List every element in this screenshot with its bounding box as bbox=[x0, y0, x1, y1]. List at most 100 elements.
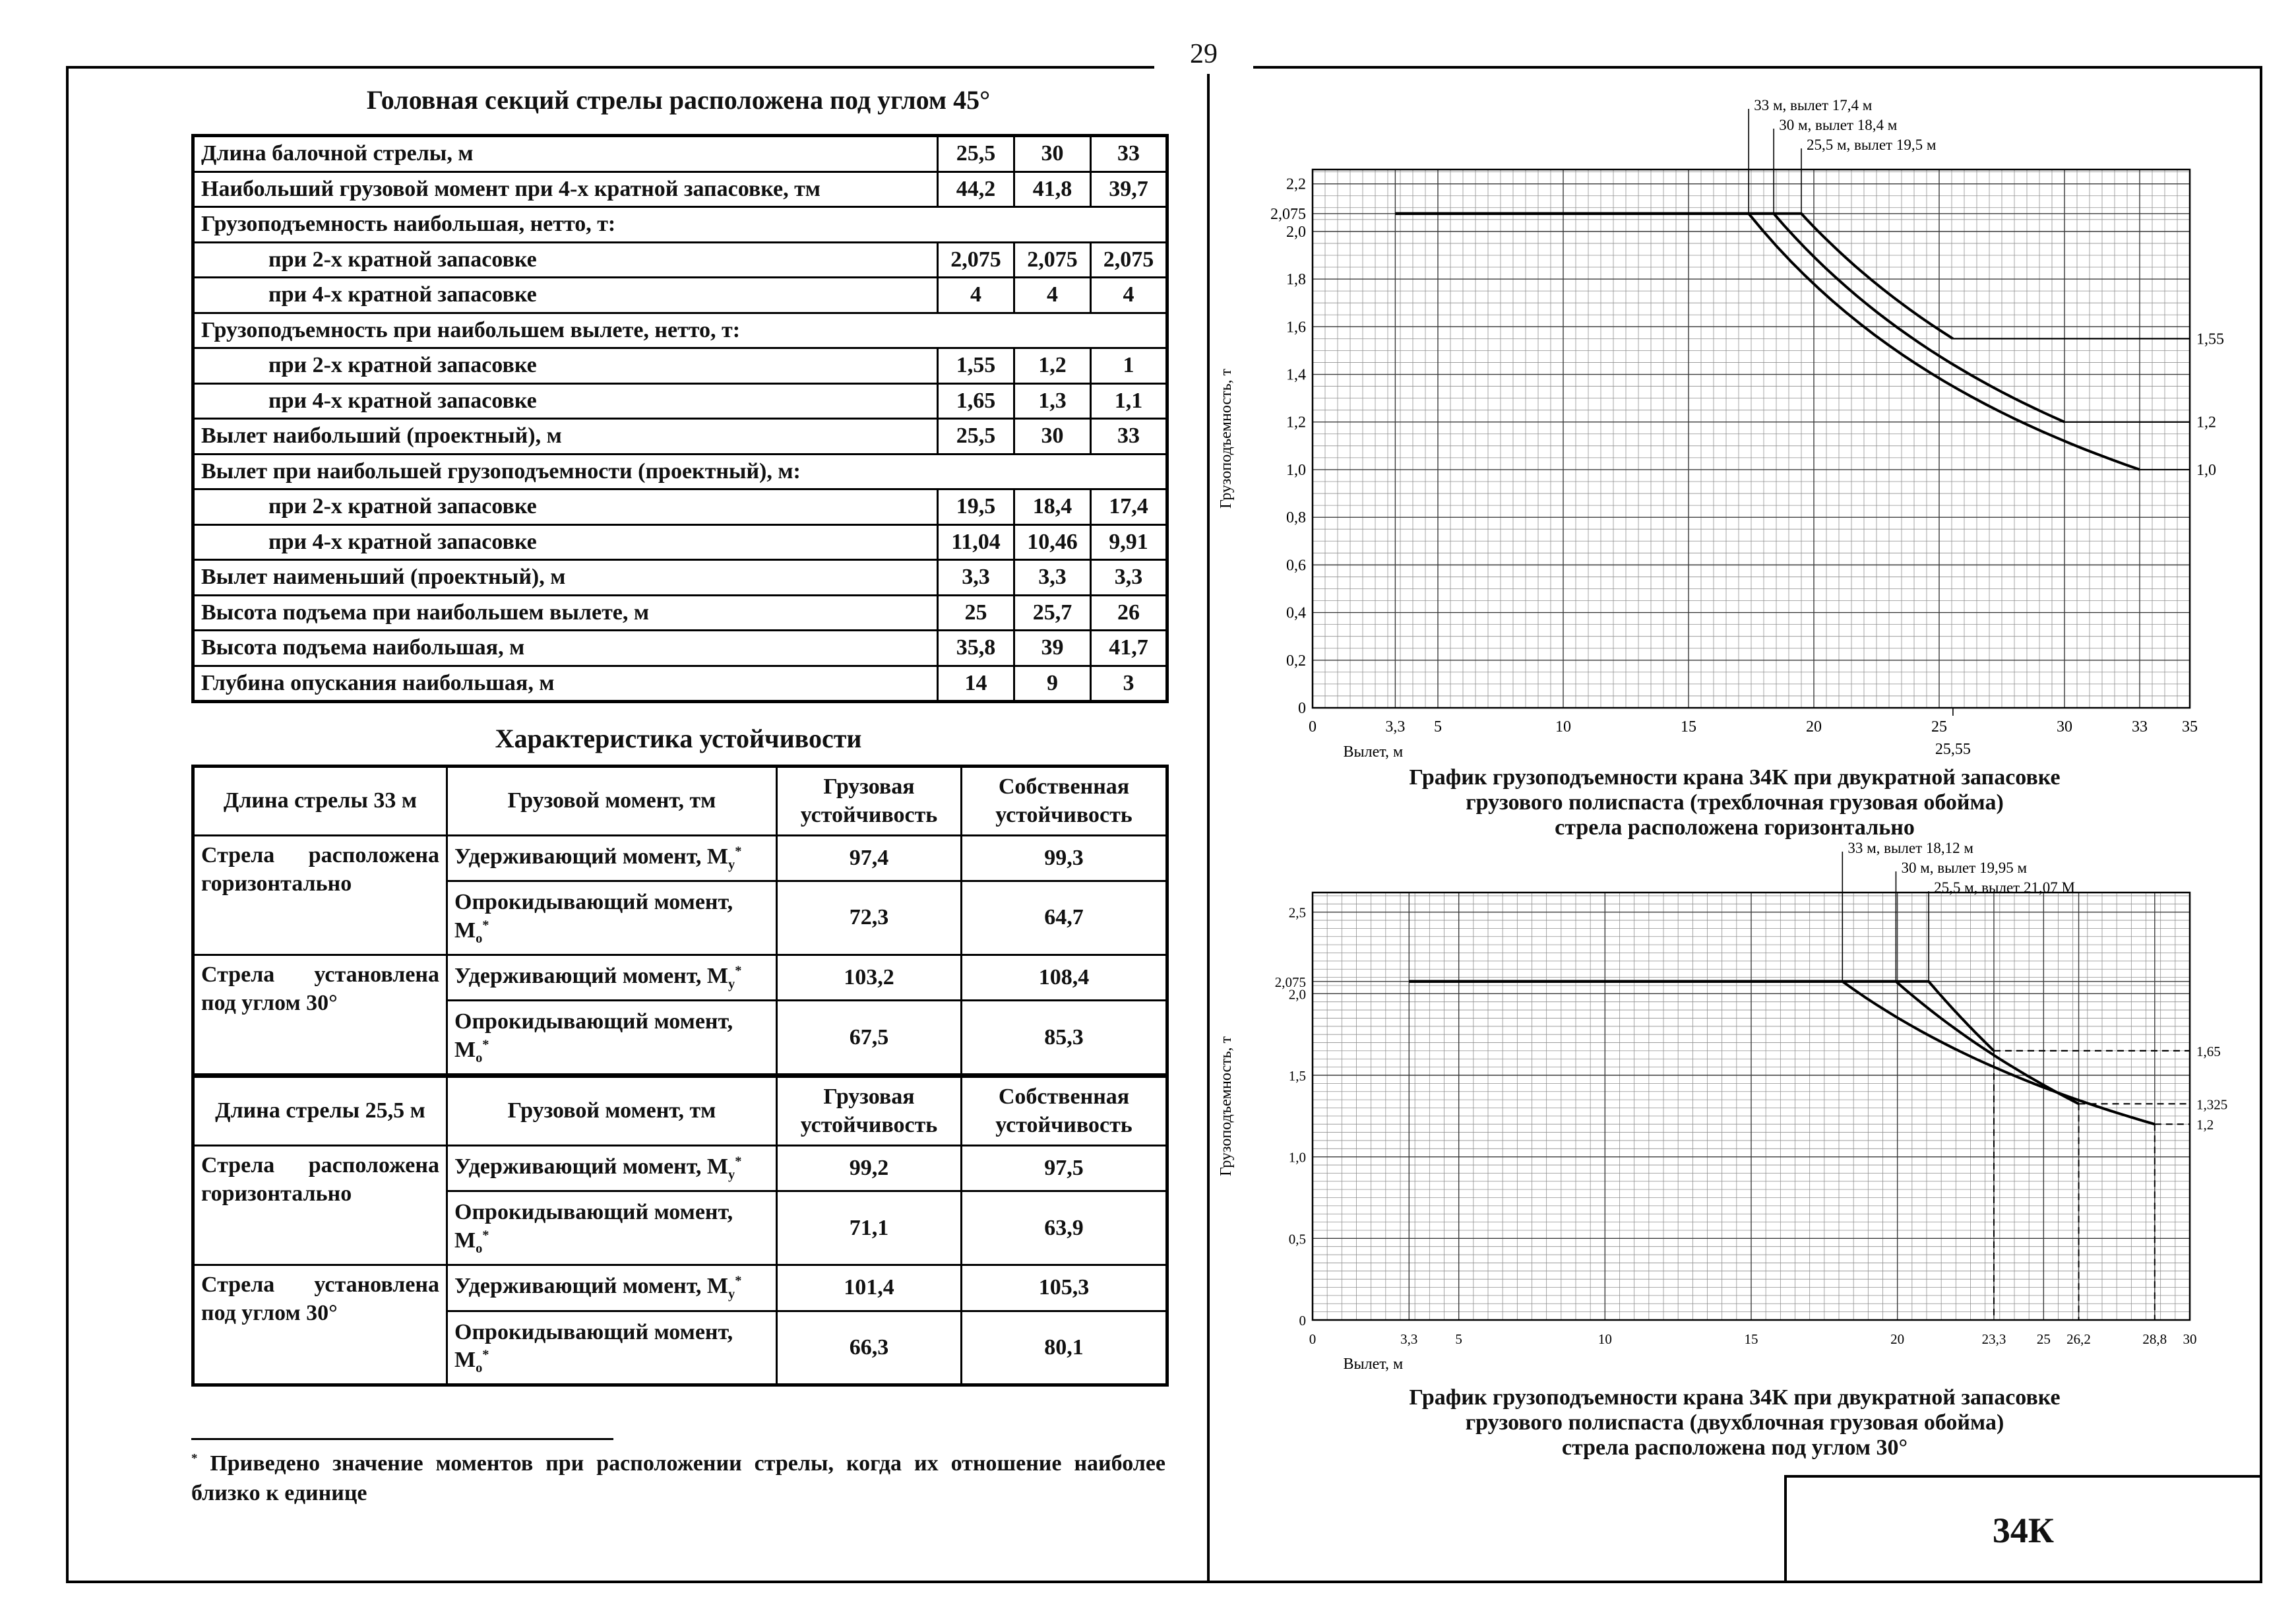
moment-superscript: * bbox=[482, 1228, 489, 1243]
own-stability-header: Собственная устойчивость bbox=[960, 1073, 1168, 1147]
own-stability-header: Собственная устойчивость bbox=[960, 765, 1168, 836]
moment-cell: Удерживающий момент, Му* bbox=[446, 954, 778, 1002]
spec-value: 2,075 bbox=[1013, 241, 1092, 278]
moment-header: Грузовой момент, тм bbox=[446, 765, 778, 836]
own-stability-value: 108,4 bbox=[960, 954, 1168, 1002]
spec-value: 3,3 bbox=[1013, 559, 1092, 596]
cargo-stability-value: 66,3 bbox=[776, 1309, 962, 1387]
stability-row: Стрела установлена под углом 30° Удержива… bbox=[192, 954, 1168, 1077]
spec-row: Высота подъема наибольшая, м 35,8 39 41,7 bbox=[192, 629, 1168, 667]
moment-superscript: * bbox=[735, 1154, 742, 1169]
moment-subscript: у bbox=[728, 857, 735, 872]
spec-value: 1,3 bbox=[1013, 382, 1092, 420]
y-tick-label: 2,5 bbox=[1289, 905, 1306, 921]
x-tick-label: 3,3 bbox=[1385, 718, 1405, 736]
moment-superscript: * bbox=[482, 918, 489, 933]
x-tick-label: 15 bbox=[1745, 1331, 1758, 1347]
cargo-stability-value: 67,5 bbox=[776, 999, 962, 1077]
annotation-label: 30 м, вылет 18,4 м bbox=[1779, 117, 1898, 133]
spec-value: 25,5 bbox=[937, 418, 1015, 455]
load-chart-inclined: 0 0,5 1,0 1,5 2,0 2,075 2,5 0 3,3 5 10 15 20 23,3 25 26… bbox=[1214, 833, 2262, 1386]
spec-row: при 4-х кратной запасовке 1,65 1,3 1,1 bbox=[192, 382, 1168, 420]
spec-value: 35,8 bbox=[937, 629, 1015, 667]
stability-row: Опрокидывающий момент, Мо* 67,5 85,3 bbox=[193, 999, 1168, 1077]
x-tick-label: 23,3 bbox=[1982, 1331, 2006, 1347]
curve-end-label: 1,2 bbox=[2196, 1117, 2214, 1133]
annotation-label: 25,5 м, вылет 19,5 м bbox=[1807, 137, 1937, 153]
stability-row: Опрокидывающий момент, Мо* 71,1 63,9 bbox=[193, 1190, 1168, 1267]
moment-subscript: о bbox=[476, 1050, 483, 1065]
plot-border bbox=[1311, 891, 2191, 1321]
spec-label: Вылет наибольший (проектный), м bbox=[192, 418, 939, 455]
spec-value: 39 bbox=[1013, 629, 1092, 667]
main-table-title: Головная секций стрелы расположена под у… bbox=[366, 85, 991, 115]
footnote-text: Приведено значение моментов при располож… bbox=[191, 1451, 1165, 1505]
spec-value: 41,8 bbox=[1013, 170, 1092, 208]
stability-section-header: Длина стрелы 33 м Грузовой момент, тм Груз… bbox=[192, 765, 1168, 836]
spec-label: Длина балочной стрелы, м bbox=[192, 135, 939, 173]
moment-cell: Опрокидывающий момент, Мо* bbox=[446, 880, 778, 957]
footnote-rule bbox=[191, 1438, 613, 1441]
y-tick-label: 0,2 bbox=[1286, 652, 1306, 670]
capacity-curve bbox=[1395, 212, 2065, 424]
main-table: Длина балочной стрелы, м 25,5 30 33 Наибольш… bbox=[191, 134, 1169, 703]
x-axis-label: Вылет, м bbox=[1344, 1356, 1404, 1373]
y-tick-label: 0,4 bbox=[1286, 605, 1306, 622]
spec-value: 39,7 bbox=[1090, 170, 1168, 208]
chart-grid-minor bbox=[1312, 170, 2190, 708]
spec-row: Наибольший грузовой момент при 4-х кратн… bbox=[192, 170, 1168, 208]
own-stability-value: 80,1 bbox=[960, 1309, 1168, 1387]
moment-cell: Удерживающий момент, Му* bbox=[446, 834, 778, 883]
spec-label: Глубина опускания наибольшая, м bbox=[192, 664, 939, 703]
spec-value: 14 bbox=[937, 664, 1015, 703]
boom-length-header: Длина стрелы 33 м bbox=[192, 765, 448, 836]
chart1-caption-line-1: График грузоподъемности крана 34К при дв… bbox=[1409, 765, 2061, 790]
spec-group-label: Грузоподъемность при наибольшем вылете, … bbox=[192, 311, 1168, 349]
spec-value: 1 bbox=[1090, 347, 1168, 385]
moment-cell: Опрокидывающий момент, Мо* bbox=[446, 999, 778, 1077]
capacity-curve bbox=[1409, 980, 1995, 1052]
spec-value: 30 bbox=[1013, 418, 1092, 455]
spec-label: при 2-х кратной запасовке bbox=[192, 241, 939, 278]
page-number: 29 bbox=[1154, 34, 1253, 74]
moment-superscript: * bbox=[735, 963, 742, 978]
x-tick-label: 26,2 bbox=[2066, 1331, 2091, 1347]
spec-group-label: Грузоподъемность наибольшая, нетто, т: bbox=[192, 206, 1168, 243]
x-tick-label: 25 bbox=[1931, 718, 1947, 736]
spec-value: 18,4 bbox=[1013, 488, 1092, 526]
spec-value: 44,2 bbox=[937, 170, 1015, 208]
moment-subscript: о bbox=[476, 1360, 483, 1375]
cargo-stability-value: 71,1 bbox=[776, 1190, 962, 1267]
spec-value: 9,91 bbox=[1090, 523, 1168, 561]
y-axis-label: Грузоподъемность, т bbox=[1218, 1036, 1235, 1176]
y-tick-label: 0,8 bbox=[1286, 509, 1306, 526]
moment-header: Грузовой момент, тм bbox=[446, 1073, 778, 1147]
x-axis-label: Вылет, м bbox=[1344, 743, 1404, 761]
y-tick-label: 1,0 bbox=[1289, 1150, 1306, 1166]
stability-row: Опрокидывающий момент, Мо* 66,3 80,1 bbox=[193, 1309, 1168, 1387]
curve-end-label: 1,65 bbox=[2196, 1044, 2221, 1059]
x-tick-label: 0 bbox=[1309, 718, 1317, 736]
spec-value: 1,2 bbox=[1013, 347, 1092, 385]
curve-end-label: 1,2 bbox=[2196, 414, 2216, 431]
x-tick-label: 33 bbox=[2132, 718, 2148, 736]
condition-cell: Стрела расположена горизонтально bbox=[192, 1145, 448, 1267]
x-tick-label: 35 bbox=[2182, 718, 2198, 736]
y-tick-label: 0 bbox=[1298, 700, 1306, 717]
spec-row: Грузоподъемность наибольшая, нетто, т: bbox=[192, 206, 1168, 243]
spec-value: 26 bbox=[1090, 594, 1168, 631]
spec-label: Наибольший грузовой момент при 4-х кратн… bbox=[192, 170, 939, 208]
stability-row: Стрела расположена горизонтально Удержива… bbox=[192, 1145, 1168, 1267]
spec-label: при 2-х кратной запасовке bbox=[192, 347, 939, 385]
spec-value: 3,3 bbox=[937, 559, 1015, 596]
spec-value: 1,1 bbox=[1090, 382, 1168, 420]
cargo-stability-value: 103,2 bbox=[776, 954, 962, 1002]
spec-row: при 4-х кратной запасовке 4 4 4 bbox=[192, 276, 1168, 314]
load-chart-flat-svg: 0 0,2 0,4 0,6 0,8 1,0 1,2 1,4 1,6 1,8 2,02,075 2,2 0… bbox=[1218, 97, 2224, 761]
stability-row: Стрела установлена под углом 30° Удержива… bbox=[192, 1264, 1168, 1387]
spec-value: 25,5 bbox=[937, 135, 1015, 173]
spec-row: при 2-х кратной запасовке 1,55 1,2 1 bbox=[192, 347, 1168, 385]
spec-value: 33 bbox=[1090, 418, 1168, 455]
y-tick-label: 1,8 bbox=[1286, 271, 1306, 288]
